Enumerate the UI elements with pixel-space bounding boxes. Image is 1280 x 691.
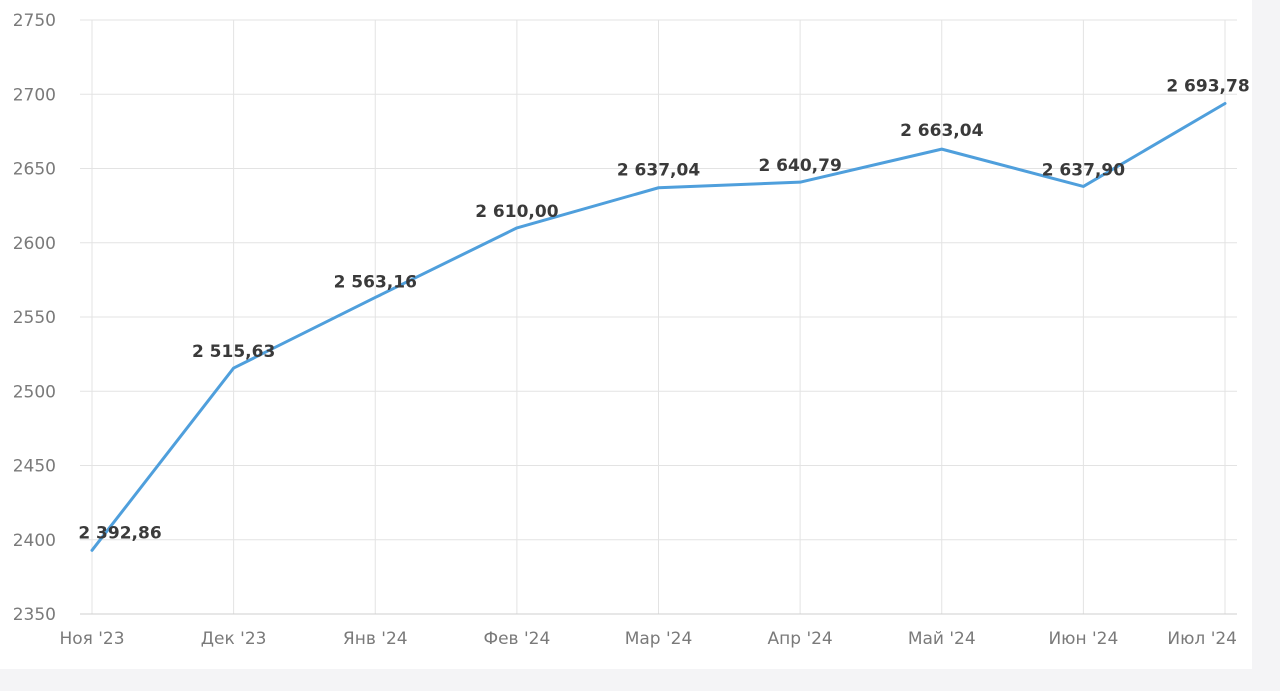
y-tick-label-2400: 2400 [13,531,56,551]
x-axis-tick-labels: Ноя '23 Дек '23 Янв '24 Фев '24 Мар '24 Апр '… [59,629,1237,649]
data-label-0: 2 392,86 [78,523,161,543]
data-label-5: 2 640,79 [758,156,841,176]
data-label-4: 2 637,04 [617,161,701,181]
data-labels: 2 392,86 2 515,63 2 563,16 2 610,00 2 637,04… [78,76,1249,543]
data-label-7: 2 637,90 [1042,160,1126,180]
chart-card: 2350 2400 2450 2500 2550 2600 2650 2700 2750 Ноя… [0,0,1252,669]
x-tick-label-1: Дек '23 [201,629,267,649]
x-gridlines [91,20,1226,614]
y-axis-tick-labels: 2350 2400 2450 2500 2550 2600 2650 2700 2750 [13,11,56,625]
y-tick-label-2550: 2550 [13,308,56,328]
y-tick-label-2750: 2750 [13,11,56,31]
x-tick-label-6: Май '24 [908,629,976,649]
line-chart: 2350 2400 2450 2500 2550 2600 2650 2700 2750 Ноя… [13,11,1250,649]
data-label-6: 2 663,04 [900,121,984,141]
x-tick-label-8: Июл '24 [1167,629,1237,649]
y-tick-label-2450: 2450 [13,457,56,477]
series-group [90,101,1227,552]
y-tick-label-2600: 2600 [13,234,56,254]
x-tick-label-5: Апр '24 [768,629,833,649]
x-tick-label-4: Мар '24 [625,629,693,649]
y-tick-label-2650: 2650 [13,160,56,180]
y-tick-label-2500: 2500 [13,382,56,402]
data-label-1: 2 515,63 [192,342,275,362]
x-tick-label-2: Янв '24 [343,629,408,649]
data-label-2: 2 563,16 [334,272,417,292]
x-tick-label-0: Ноя '23 [59,629,124,649]
y-tick-label-2350: 2350 [13,605,56,625]
y-tick-label-2700: 2700 [13,85,56,105]
x-tick-label-7: Июн '24 [1048,629,1118,649]
data-label-3: 2 610,00 [475,202,559,222]
data-label-8: 2 693,78 [1166,76,1249,96]
x-tick-label-3: Фев '24 [483,629,550,649]
